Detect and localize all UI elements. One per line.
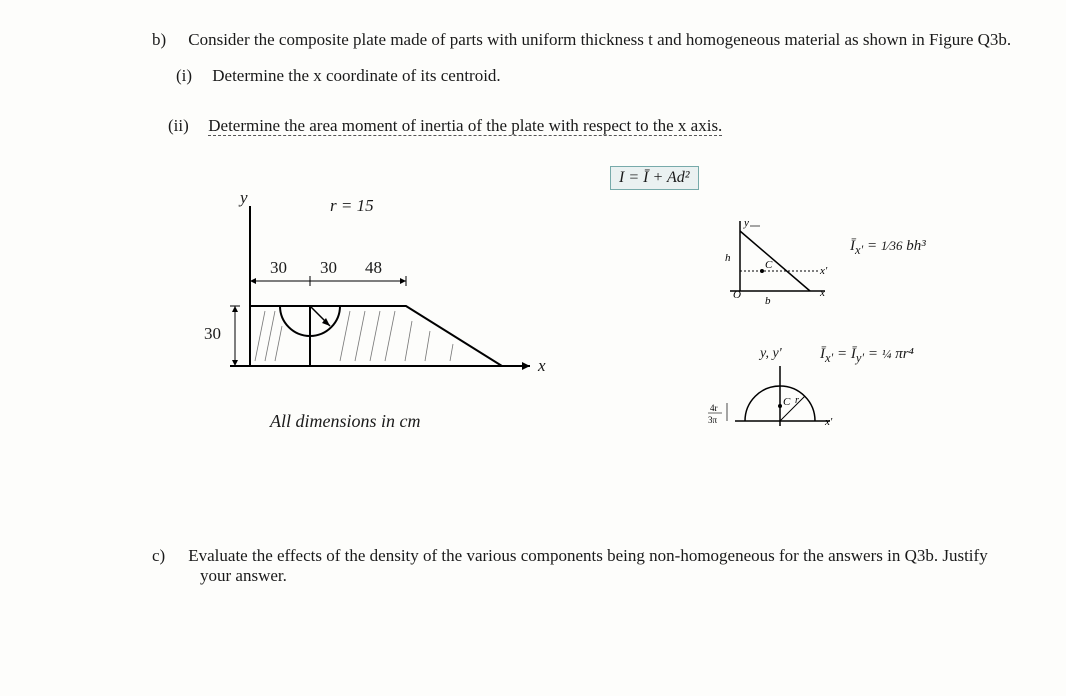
figure-q3b: I = Ī + Ad²: [190, 166, 970, 486]
radius-label: r = 15: [330, 196, 374, 216]
ref-circle-formula: Īx' = Īy' = ¼ πr⁴: [820, 346, 914, 366]
ref-circle-yy: y, y': [760, 346, 782, 362]
svg-text:C: C: [765, 259, 773, 271]
ref-triangle-svg: y x x' h b C O: [720, 216, 840, 306]
ref-triangle-formula: Īx' = 1⁄36 bh³: [850, 238, 926, 258]
dim-30a: 30: [270, 258, 287, 278]
dim-48: 48: [365, 258, 382, 278]
figure-caption: All dimensions in cm: [270, 411, 421, 432]
svg-text:x': x': [819, 265, 828, 277]
svg-text:x': x': [824, 416, 833, 428]
part-b-i-text: Determine the x coordinate of its centro…: [212, 66, 500, 85]
svg-text:y: y: [743, 217, 749, 229]
composite-plate-svg: [190, 196, 550, 406]
ref-semicircle-svg: C x' r 4r 3π: [705, 361, 835, 441]
dim-height: 30: [204, 324, 221, 344]
svg-text:3π: 3π: [708, 415, 718, 425]
dim-30b: 30: [320, 258, 337, 278]
parallel-axis-hint: I = Ī + Ad²: [610, 166, 699, 190]
svg-text:C: C: [783, 396, 791, 408]
y-axis-label: y: [240, 188, 248, 208]
part-b-ii-text: Determine the area moment of inertia of …: [208, 116, 722, 136]
part-b: b) Consider the composite plate made of …: [50, 30, 1016, 136]
svg-text:r: r: [795, 395, 799, 406]
svg-text:O: O: [733, 289, 741, 301]
part-c: c) Evaluate the effects of the density o…: [50, 546, 1016, 586]
svg-text:h: h: [725, 252, 731, 264]
x-axis-label: x: [538, 356, 546, 376]
part-b-text: Consider the composite plate made of par…: [188, 30, 1011, 49]
part-c-text: Evaluate the effects of the density of t…: [188, 546, 987, 585]
svg-text:4r: 4r: [710, 403, 718, 413]
svg-text:x: x: [819, 287, 825, 299]
svg-text:b: b: [765, 295, 771, 306]
